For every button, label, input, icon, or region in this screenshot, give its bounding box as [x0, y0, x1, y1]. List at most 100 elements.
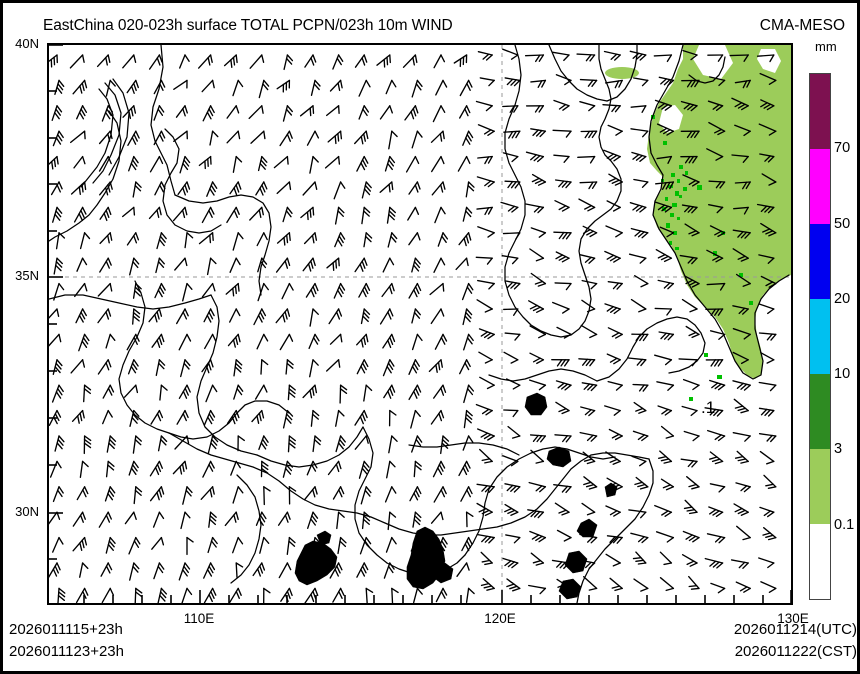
wind-barb-flag [360, 365, 366, 374]
wind-barb-flag [588, 562, 596, 569]
wind-barb-flag [105, 260, 110, 269]
wind-barb-flag [742, 536, 751, 541]
wind-barb-flag [259, 162, 266, 170]
wind-barb-flag [261, 308, 267, 317]
wind-barb-flag [133, 105, 137, 114]
wind-barb-flag [54, 213, 61, 221]
wind-barb-flag [337, 359, 341, 368]
wind-barb-flag [78, 111, 85, 120]
wind-barb-flag [235, 511, 239, 521]
wind-barb-shaft [682, 174, 700, 183]
precipitation-colorbar[interactable] [809, 73, 831, 600]
wind-barb-flag [481, 485, 488, 492]
wind-barb-flag [160, 130, 166, 139]
wind-barb-flag [586, 230, 595, 236]
wind-barb-flag [261, 206, 264, 216]
wind-barb-flag [663, 282, 671, 289]
wind-barb-flag [414, 105, 419, 114]
wind-barb-shaft [553, 231, 572, 234]
wind-barb-flag [664, 105, 673, 111]
wind-barb-flag [414, 257, 421, 265]
wind-barb-shaft [479, 376, 495, 386]
wind-barb-flag [359, 263, 364, 272]
wind-barb-flag [665, 587, 675, 592]
wind-barb-flag [588, 409, 596, 417]
wind-barb-flag [634, 481, 643, 486]
wind-barb-flag [609, 536, 616, 543]
wind-barb-flag [360, 568, 366, 577]
wind-barb-flag [286, 562, 292, 571]
wind-barb-shaft [229, 308, 237, 323]
wind-barb-flag [389, 206, 396, 214]
wind-barb-flag [537, 155, 545, 163]
wind-barb-shaft [553, 484, 572, 488]
wind-barb-flag [584, 256, 592, 263]
wind-barb-flag [440, 308, 445, 317]
wind-barb-shaft [250, 130, 265, 144]
wind-barb-flag [364, 489, 371, 497]
wind-barb-flag [135, 536, 141, 545]
wind-barb-flag [562, 460, 570, 467]
wind-barb-flag [211, 181, 218, 189]
wind-barb-flag [81, 206, 87, 215]
map-plot-area[interactable]: .1 [47, 43, 793, 605]
wind-barb-shaft [682, 49, 698, 56]
wind-barb-flag [314, 181, 318, 190]
wind-barb-flag [56, 86, 63, 94]
wind-barb-flag [765, 230, 774, 235]
wind-barb-flag [211, 130, 219, 138]
wind-barb-flag [211, 438, 218, 446]
wind-barb-flag [134, 184, 142, 192]
wind-barb-flag [480, 331, 489, 337]
wind-barb-shaft [462, 206, 468, 222]
wind-barb-shaft [129, 257, 135, 276]
wind-barb-flag [688, 585, 698, 588]
border-shaanxi-sichuan [118, 280, 170, 434]
wind-barb-flag [337, 562, 343, 571]
wind-barb-shaft [152, 511, 161, 528]
wind-barb-shaft [184, 232, 188, 249]
wind-barb-flag [465, 511, 474, 517]
wind-barb-shaft [477, 155, 493, 159]
wind-barb-shaft [759, 72, 777, 82]
wind-barb-flag [314, 232, 318, 241]
wind-barb-flag [158, 336, 163, 346]
wind-barb-shaft [683, 430, 700, 437]
wind-barb-flag [312, 54, 317, 63]
wind-barb-flag [56, 155, 59, 165]
wind-barb-flag [411, 365, 418, 374]
wind-barb-shaft [707, 100, 724, 107]
wind-barb-flag [54, 565, 59, 574]
wind-barb-flag [683, 506, 693, 510]
wind-barb-shaft [628, 253, 647, 259]
wind-barb-flag [135, 435, 142, 442]
wind-barb-flag [206, 568, 213, 577]
wind-barb-shaft [299, 105, 314, 117]
wind-barb-flag [464, 362, 470, 371]
wind-barb-flag [714, 434, 722, 441]
wind-barb-flag [691, 232, 700, 237]
wind-barb-shaft [529, 325, 547, 336]
wind-barb-shaft [249, 206, 263, 221]
wind-barb-flag [560, 359, 567, 367]
wind-barb-flag [565, 282, 572, 291]
wind-barb-shaft [329, 333, 342, 345]
wind-barb-shaft [53, 282, 60, 301]
wind-barb-flag [511, 130, 517, 139]
wind-barb-shaft [678, 358, 698, 361]
wind-barb-flag [209, 515, 217, 522]
wind-barb-shaft [529, 530, 547, 539]
wind-barb-flag [690, 105, 698, 112]
wind-barb-shaft [232, 486, 239, 504]
wind-barb-flag [312, 308, 319, 315]
wind-barb-flag [507, 205, 516, 212]
wind-barb-flag [109, 384, 115, 393]
wind-barb-shaft [463, 409, 468, 429]
wind-barb-flag [207, 57, 211, 66]
wind-barb-flag [691, 460, 698, 468]
wind-barb-shaft [73, 206, 84, 223]
wind-barb-flag [712, 510, 720, 516]
wind-barb-shaft [756, 203, 775, 209]
wind-barb-flag [415, 438, 422, 447]
wind-barb-flag [612, 460, 621, 465]
